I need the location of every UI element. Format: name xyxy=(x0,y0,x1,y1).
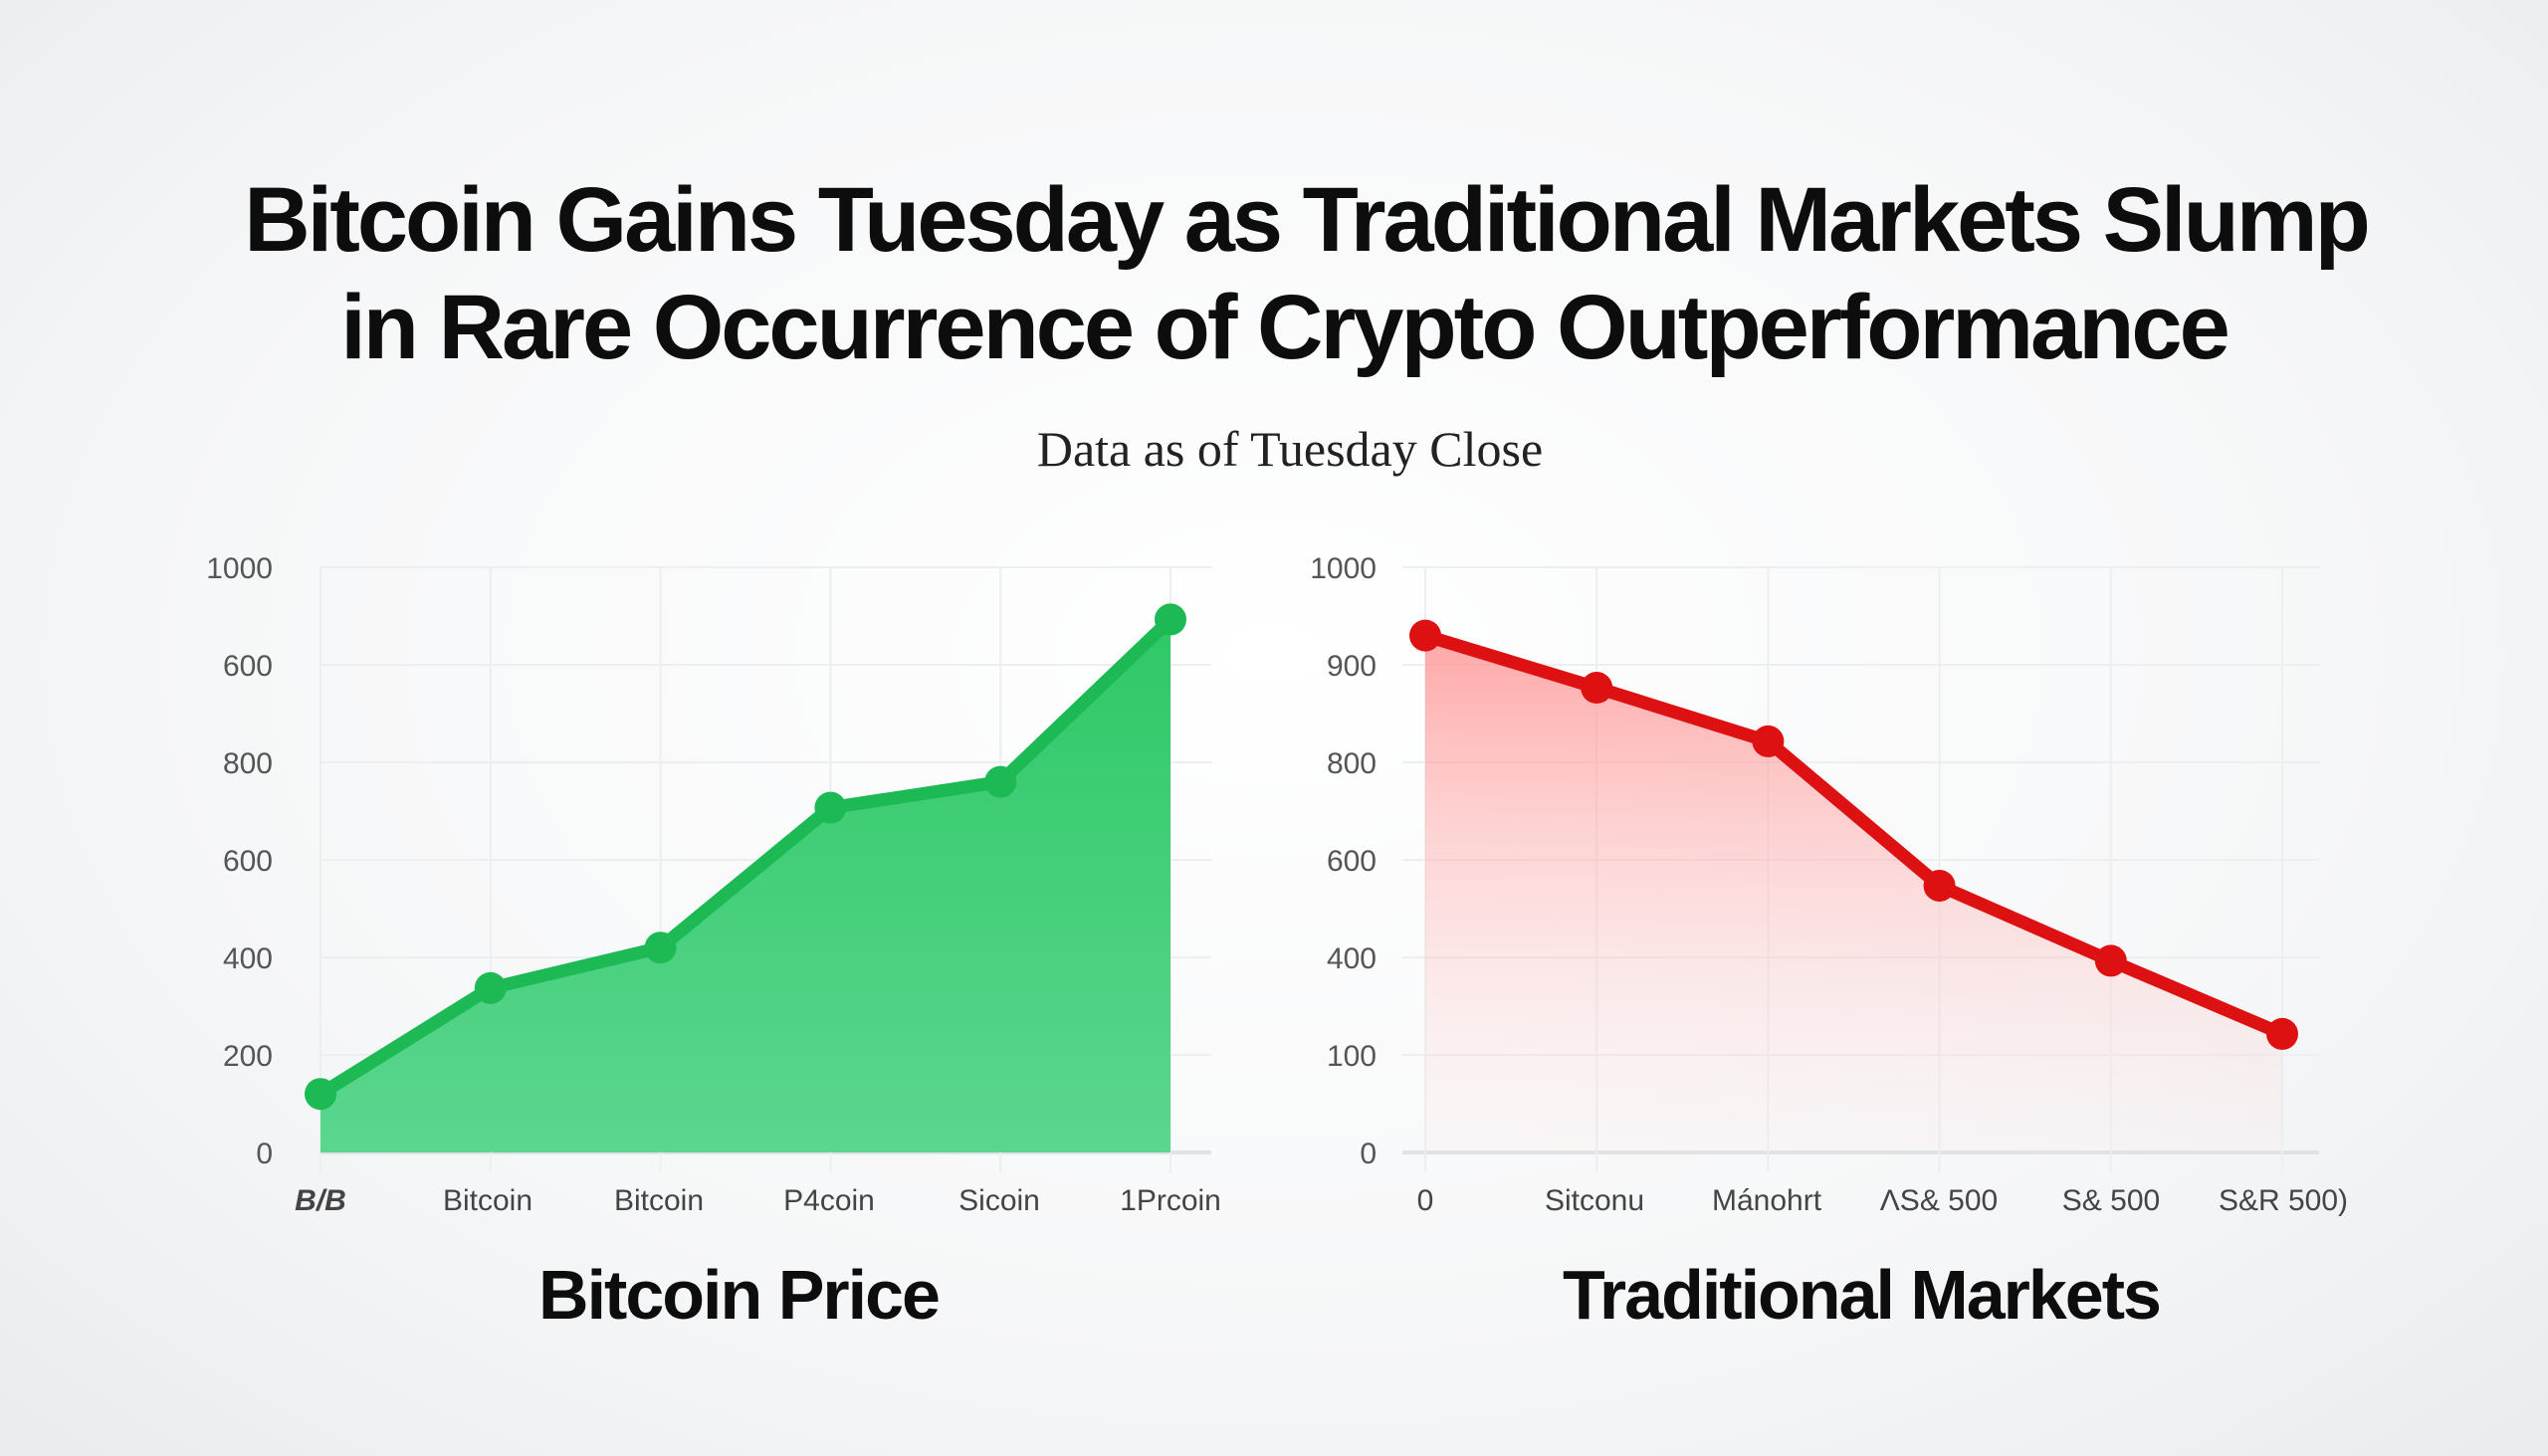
y-tick-label: 800 xyxy=(1327,747,1377,780)
series-line xyxy=(1418,629,2289,1041)
data-point xyxy=(1923,869,1956,902)
x-tick-label: 0 xyxy=(1417,1184,1434,1217)
y-tick-label: 1000 xyxy=(1310,552,1377,585)
x-tick-label: 1Prcoin xyxy=(1120,1184,1221,1217)
title-line-1: Bitcoin Gains Tuesday as Traditional Mar… xyxy=(244,169,2368,271)
x-tick-label: S&R 500) xyxy=(2219,1184,2348,1217)
y-tick-label: 400 xyxy=(223,942,273,975)
x-tick-label: Bitcoin xyxy=(614,1184,704,1217)
x-tick-label: S& 500 xyxy=(2062,1184,2160,1217)
x-tick-label: Mánohrt xyxy=(1712,1184,1822,1217)
area-fill xyxy=(1425,635,2282,1152)
x-tick-label: P4coin xyxy=(783,1184,875,1217)
data-point xyxy=(1581,672,1613,705)
series-line xyxy=(314,612,1177,1101)
y-tick-label: 900 xyxy=(1327,650,1377,683)
data-point xyxy=(814,791,847,824)
data-point xyxy=(984,765,1017,798)
title-line-2: in Rare Occurrence of Crypto Outperforma… xyxy=(340,277,2228,378)
data-point xyxy=(1155,603,1186,636)
x-tick-label: Bitcoin xyxy=(443,1184,532,1217)
y-tick-label: 100 xyxy=(1327,1040,1377,1073)
y-tick-label: 0 xyxy=(256,1138,273,1170)
data-point xyxy=(1752,725,1785,757)
y-tick-label: 600 xyxy=(223,650,273,683)
x-tick-label: Sicoin xyxy=(958,1184,1040,1217)
y-tick-label: 600 xyxy=(1327,845,1377,878)
y-tick-label: 400 xyxy=(1327,942,1377,975)
y-tick-label: 800 xyxy=(223,747,273,780)
y-tick-label: 200 xyxy=(223,1040,273,1073)
traditional-markets-chart: 0 100 400 600 800 900 1000 0 Sitconu Mánohrt ΛS& 5… xyxy=(1310,552,2348,1217)
data-point xyxy=(2094,944,2127,977)
bitcoin-price-chart: 0 200 400 600 800 600 1000 B/B Bitcoin Bitcoin P4c… xyxy=(206,552,1221,1217)
chart-title-bitcoin: Bitcoin Price xyxy=(538,1256,939,1334)
data-point xyxy=(305,1078,336,1111)
data-point xyxy=(1409,619,1441,652)
y-tick-label: 0 xyxy=(1360,1138,1377,1170)
x-tick-label: ΛS& 500 xyxy=(1880,1184,1998,1217)
data-point xyxy=(474,971,507,1004)
subtitle: Data as of Tuesday Close xyxy=(1037,421,1543,477)
y-tick-label: 600 xyxy=(223,845,273,878)
y-tick-label: 1000 xyxy=(206,552,273,585)
x-tick-label: B/B xyxy=(295,1184,346,1217)
data-point xyxy=(644,932,677,964)
x-tick-label: Sitconu xyxy=(1545,1184,1644,1217)
chart-title-traditional: Traditional Markets xyxy=(1563,1256,2160,1334)
data-point xyxy=(2266,1017,2298,1050)
